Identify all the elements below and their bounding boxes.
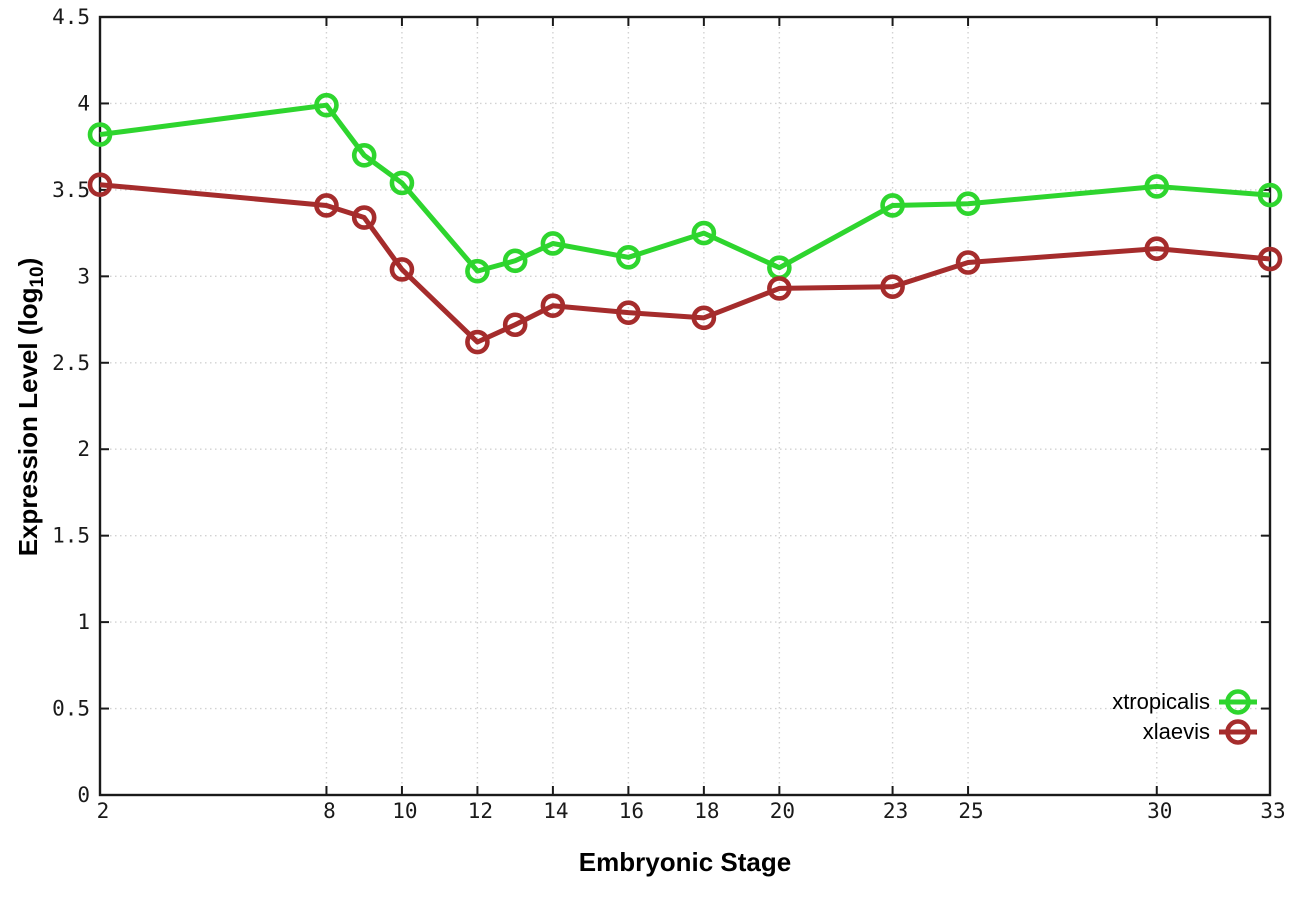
- xtropicalis-line: [99, 102, 1271, 274]
- x-tick-label: 14: [543, 799, 568, 823]
- xlaevis-point: [616, 300, 641, 325]
- y-tick-label: 4: [77, 91, 90, 115]
- legend: xtropicalis xlaevis: [1112, 689, 1257, 745]
- x-tick-labels: 2 8 10 12 14 16 18 20 23 25 30 33: [97, 799, 1286, 823]
- y-tick-label: 2: [77, 437, 90, 461]
- xlaevis-line: [99, 182, 1271, 345]
- axis-ticks: [99, 16, 1271, 796]
- xlaevis-point: [87, 172, 113, 198]
- xlaevis-point: [540, 293, 566, 319]
- y-tick-label: 0.5: [52, 697, 90, 721]
- xtropicalis-point: [540, 231, 566, 256]
- y-tick-label: 3.5: [52, 178, 90, 202]
- y-tick-label: 4.5: [52, 5, 90, 29]
- plot-border: [98, 15, 1272, 797]
- legend-label-xlaevis: xlaevis: [1143, 719, 1210, 744]
- legend-entry-xtropicalis: xtropicalis: [1112, 689, 1257, 715]
- xlaevis-point: [767, 276, 792, 301]
- xtropicalis-point: [616, 245, 641, 270]
- legend-marker-xlaevis-icon: [1225, 719, 1251, 745]
- xlaevis-point: [880, 274, 905, 300]
- x-tick-label: 2: [97, 799, 110, 823]
- xlaevis-point: [314, 193, 339, 218]
- xlaevis-point: [1257, 246, 1283, 272]
- y-tick-label: 0: [77, 783, 90, 807]
- x-tick-label: 12: [468, 799, 493, 823]
- xtropicalis-point: [351, 143, 377, 168]
- xtropicalis-point: [314, 92, 339, 118]
- xtropicalis-point: [465, 258, 490, 284]
- xlaevis-point: [691, 305, 717, 331]
- xlaevis-point: [1144, 236, 1170, 261]
- x-tick-label: 18: [694, 799, 719, 823]
- xtropicalis-point: [87, 122, 113, 147]
- xtropicalis-point: [1144, 174, 1170, 199]
- y-tick-label: 1.5: [52, 524, 90, 548]
- legend-label-xtropicalis: xtropicalis: [1112, 689, 1210, 714]
- xlaevis-point: [502, 312, 528, 338]
- xtropicalis-point: [955, 191, 981, 217]
- x-tick-label: 23: [883, 799, 908, 823]
- x-tick-label: 10: [392, 799, 417, 823]
- gridlines: [99, 16, 1271, 796]
- x-tick-label: 16: [619, 799, 644, 823]
- xtropicalis-point: [691, 220, 717, 246]
- legend-entry-xlaevis: xlaevis: [1143, 719, 1257, 745]
- xlaevis-point: [465, 329, 490, 355]
- xtropicalis-point: [502, 248, 528, 274]
- x-tick-label: 20: [770, 799, 795, 823]
- xlaevis-point: [389, 257, 415, 282]
- x-axis-title: Embryonic Stage: [578, 847, 792, 877]
- xlaevis-point: [955, 250, 981, 275]
- legend-marker-xtropicalis-icon: [1225, 689, 1251, 715]
- y-tick-label: 1: [77, 610, 90, 634]
- y-tick-label: 3: [77, 264, 90, 288]
- xtropicalis-point: [880, 193, 905, 218]
- x-tick-label: 25: [958, 799, 983, 823]
- x-tick-label: 8: [323, 799, 336, 823]
- series-xlaevis: [87, 172, 1283, 355]
- x-tick-label: 30: [1147, 799, 1172, 823]
- y-tick-labels: 0 0.5 1 1.5 2 2.5 3 3.5 4 4.5: [52, 5, 90, 807]
- xlaevis-point: [351, 205, 377, 230]
- xtropicalis-point: [389, 170, 415, 196]
- xtropicalis-point: [1257, 182, 1283, 208]
- x-tick-label: 33: [1260, 799, 1285, 823]
- y-tick-label: 2.5: [52, 351, 90, 375]
